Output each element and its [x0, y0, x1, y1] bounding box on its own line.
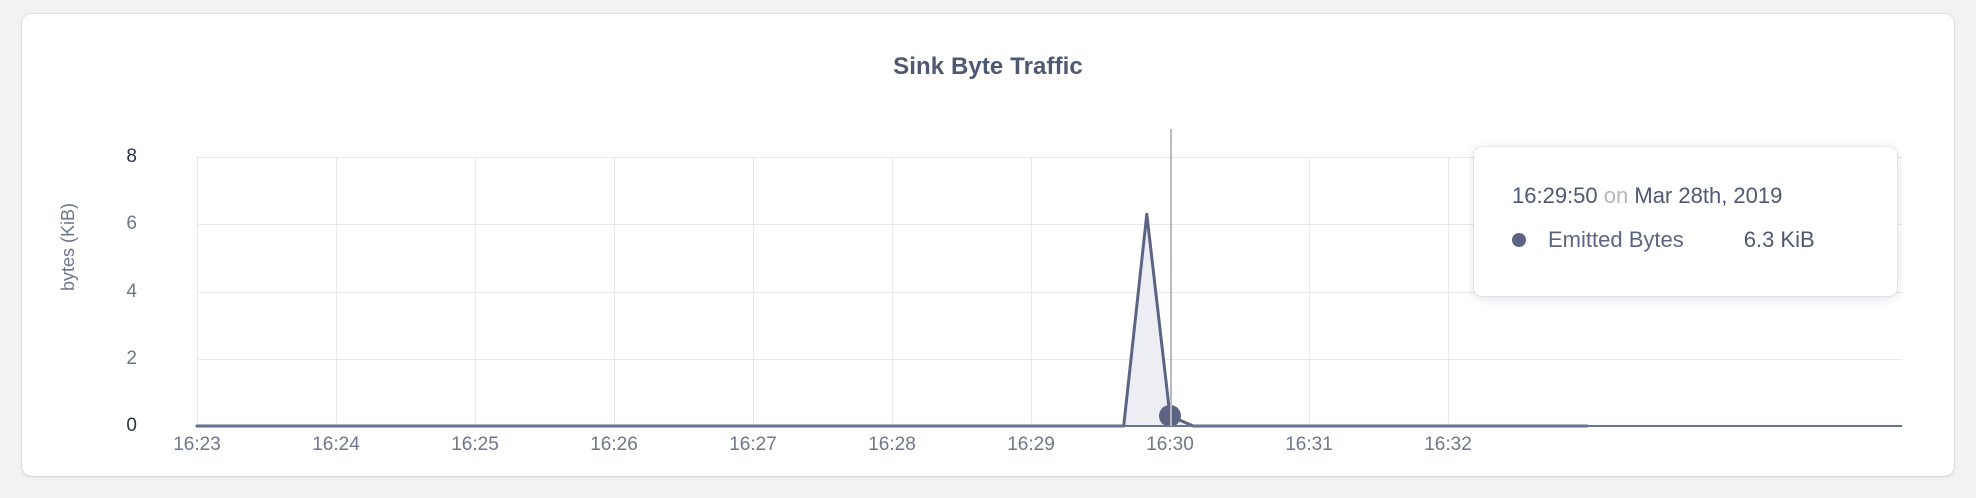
- gridline-horizontal: [197, 358, 1902, 360]
- gridline-vertical: [197, 157, 198, 426]
- plot-area[interactable]: [195, 157, 1902, 428]
- crosshair-line: [1170, 129, 1172, 426]
- gridline-vertical: [1448, 157, 1449, 426]
- x-axis-tick-label: 16:32: [1424, 434, 1472, 455]
- x-axis-tick-label: 16:30: [1146, 434, 1194, 455]
- x-axis-tick-label: 16:31: [1285, 434, 1333, 455]
- x-axis-tick-label: 16:25: [451, 434, 499, 455]
- chart-tooltip: 16:29:50 on Mar 28th, 2019 Emitted Bytes…: [1474, 147, 1897, 296]
- tooltip-series-row: Emitted Bytes 6.3 KiB: [1512, 227, 1815, 253]
- tooltip-series-name: Emitted Bytes: [1548, 227, 1684, 252]
- y-axis-tick-label: 2: [126, 347, 137, 369]
- tooltip-on-word: on: [1603, 183, 1629, 208]
- gridline-horizontal: [197, 224, 1902, 226]
- x-axis-tick-label: 16:26: [590, 434, 638, 455]
- y-axis-title: bytes (KiB): [58, 202, 78, 291]
- x-axis-tick-label: 16:28: [868, 434, 916, 455]
- series-area-fill: [197, 214, 1587, 426]
- y-axis-tick-label: 8: [126, 146, 137, 167]
- x-axis-tick-label: 16:29: [1007, 434, 1055, 455]
- page-title: Sink Byte Traffic: [893, 53, 1083, 80]
- tooltip-date-value: Mar 28th, 2019: [1634, 183, 1783, 208]
- tooltip-series-value: 6.3 KiB: [1743, 227, 1815, 252]
- x-axis-tick-label: 16:27: [729, 434, 777, 455]
- gridline-vertical: [1309, 157, 1310, 426]
- gridline-vertical: [475, 157, 476, 426]
- chart-card: Sink Byte Traffic bytes (KiB) 0 2 4 6 8 16:2…: [22, 14, 1954, 476]
- gridline-vertical: [336, 157, 337, 426]
- x-axis-tick-label: 16:23: [173, 434, 221, 455]
- gridline-vertical: [753, 157, 754, 426]
- series-line: [195, 212, 1589, 428]
- x-axis-line: [197, 425, 1902, 427]
- x-axis-tick-label: 16:24: [312, 434, 360, 455]
- tooltip-time-value: 16:29:50: [1512, 183, 1598, 208]
- series-color-dot-icon: [1512, 233, 1526, 247]
- gridline-vertical: [1031, 157, 1032, 426]
- y-axis-tick-label: 6: [126, 213, 137, 235]
- gridline-horizontal: [197, 157, 1902, 158]
- gridline-horizontal: [197, 291, 1902, 293]
- y-axis-tick-label: 0: [126, 415, 137, 436]
- tooltip-timestamp: 16:29:50 on Mar 28th, 2019: [1512, 183, 1782, 209]
- y-axis-tick-label: 4: [126, 280, 137, 302]
- gridline-vertical: [892, 157, 893, 426]
- gridline-vertical: [614, 157, 615, 426]
